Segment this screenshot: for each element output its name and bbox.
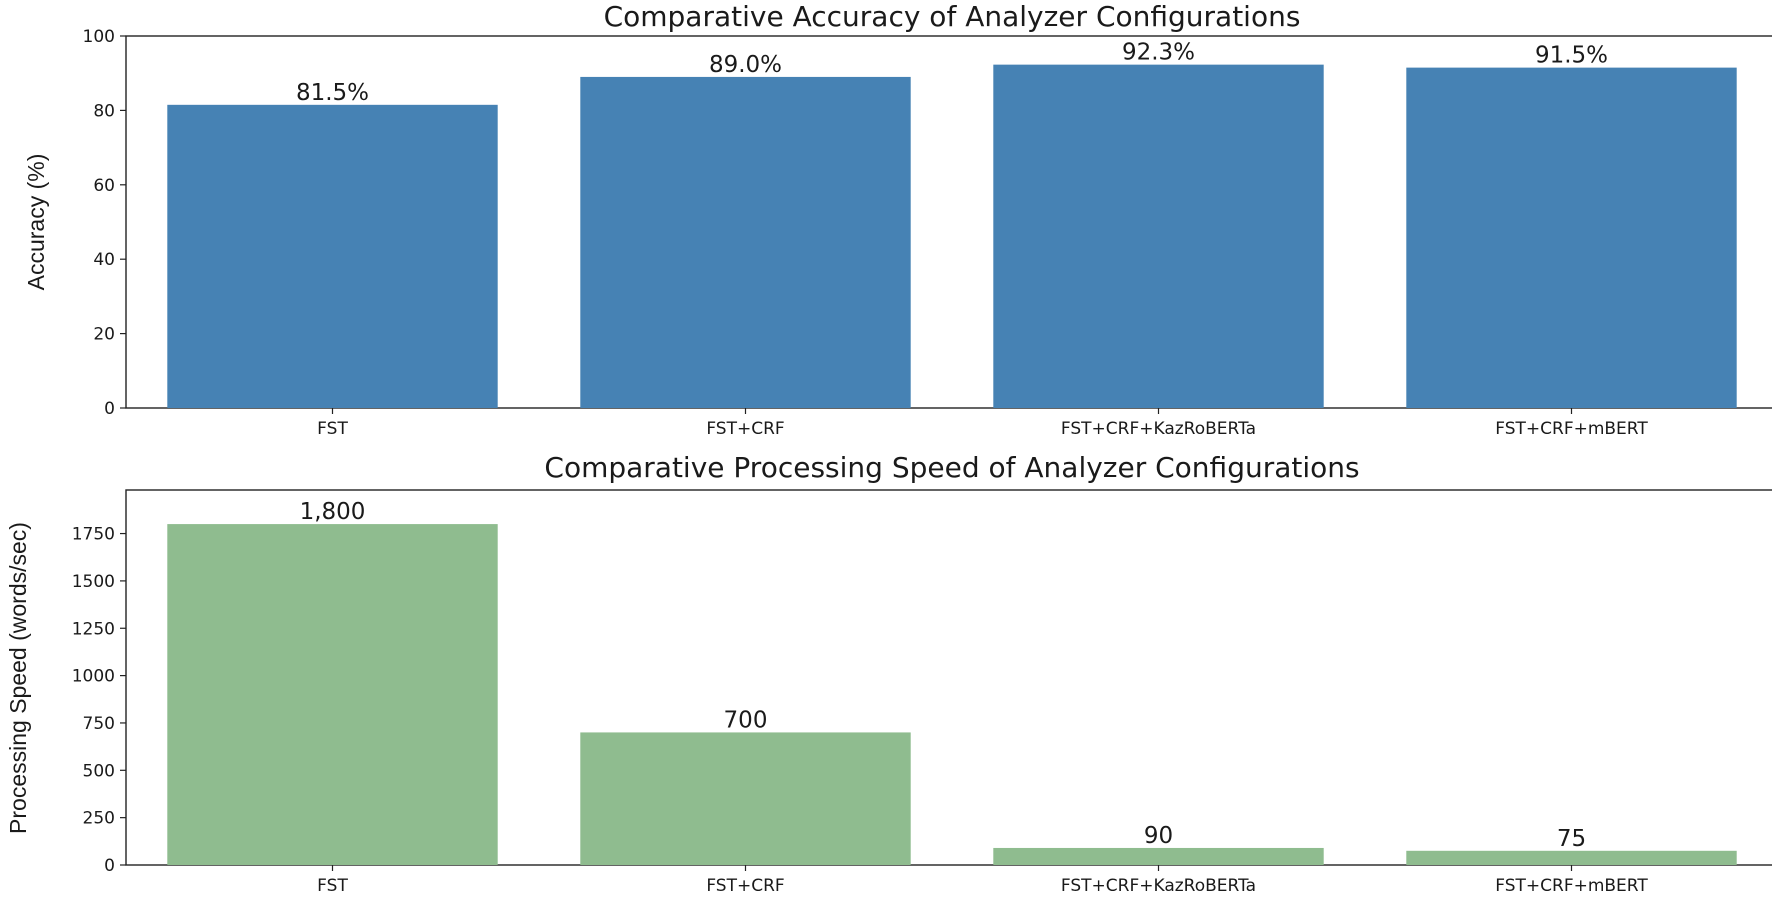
speed-y-axis-label: Processing Speed (words/sec): [5, 522, 31, 834]
accuracy-title: Comparative Accuracy of Analyzer Configu…: [604, 0, 1301, 33]
accuracy-data-label-fst: 81.5%: [296, 80, 369, 106]
speed-data-label-fst-crf-mbert: 75: [1557, 826, 1586, 852]
accuracy-bars: [167, 64, 1737, 409]
speed-bars: [167, 524, 1737, 865]
accuracy-y-tick-label: 40: [93, 250, 115, 270]
speed-bar-fst-crf: [580, 732, 911, 865]
speed-y-tick-label: 1250: [72, 619, 115, 639]
speed-y-tick-label: 0: [104, 856, 115, 876]
accuracy-x-tick-label-fst-crf-mbert: FST+CRF+mBERT: [1495, 419, 1648, 439]
accuracy-bar-fst-crf-mbert: [1406, 67, 1737, 409]
accuracy-y-tick-label: 80: [93, 101, 115, 121]
accuracy-plot-frame: [125, 35, 1772, 409]
accuracy-y-tick-label: 60: [93, 176, 115, 196]
speed-data-labels: 1,800 700 90 75: [300, 499, 1587, 852]
speed-title: Comparative Processing Speed of Analyzer…: [544, 451, 1359, 484]
accuracy-data-label-fst-crf-mbert: 91.5%: [1535, 43, 1608, 69]
accuracy-x-axis: FST FST+CRF FST+CRF+KazRoBERTa FST+CRF+mBER…: [317, 408, 1648, 439]
accuracy-y-axis-label: Accuracy (%): [23, 154, 49, 291]
speed-x-tick-label-fst-crf-mbert: FST+CRF+mBERT: [1495, 876, 1648, 896]
accuracy-y-tick-label: 0: [104, 399, 115, 419]
speed-y-axis: 0 250 500 750 1000 1250 1500 1750: [72, 525, 126, 876]
speed-bar-fst-crf-mbert: [1406, 850, 1737, 865]
accuracy-y-tick-label: 100: [83, 27, 115, 47]
speed-x-tick-label-fst: FST: [317, 876, 348, 896]
speed-data-label-fst-crf-kazroberta: 90: [1144, 823, 1173, 849]
accuracy-y-axis: 0 20 40 60 80 100: [83, 27, 126, 419]
speed-x-tick-label-fst-crf-kazroberta: FST+CRF+KazRoBERTa: [1061, 876, 1256, 896]
accuracy-panel: Comparative Accuracy of Analyzer Configu…: [23, 0, 1772, 439]
speed-plot-frame: [125, 489, 1772, 866]
accuracy-data-label-fst-crf-kazroberta: 92.3%: [1122, 40, 1195, 66]
speed-y-tick-label: 1750: [72, 525, 115, 545]
speed-y-tick-label: 500: [83, 761, 115, 781]
accuracy-x-tick-label-fst: FST: [317, 419, 348, 439]
accuracy-data-label-fst-crf: 89.0%: [709, 52, 782, 78]
accuracy-x-tick-label-fst-crf: FST+CRF: [706, 419, 784, 439]
speed-x-axis: FST FST+CRF FST+CRF+KazRoBERTa FST+CRF+mBER…: [317, 865, 1648, 896]
speed-y-tick-label: 750: [83, 714, 115, 734]
accuracy-bar-fst: [167, 104, 498, 408]
accuracy-y-tick-label: 20: [93, 325, 115, 345]
speed-y-tick-label: 250: [83, 809, 115, 829]
accuracy-bar-fst-crf: [580, 76, 911, 409]
speed-data-label-fst-crf: 700: [724, 707, 768, 733]
speed-y-tick-label: 1500: [72, 572, 115, 592]
accuracy-data-labels: 81.5% 89.0% 92.3% 91.5%: [296, 40, 1608, 106]
speed-data-label-fst: 1,800: [300, 499, 366, 525]
speed-bar-fst: [167, 524, 498, 865]
accuracy-x-tick-label-fst-crf-kazroberta: FST+CRF+KazRoBERTa: [1061, 419, 1256, 439]
speed-panel: Comparative Processing Speed of Analyzer…: [5, 451, 1772, 896]
speed-x-tick-label-fst-crf: FST+CRF: [706, 876, 784, 896]
accuracy-bar-fst-crf-kazroberta: [993, 64, 1324, 408]
speed-bar-fst-crf-kazroberta: [993, 847, 1324, 865]
speed-y-tick-label: 1000: [72, 667, 115, 687]
